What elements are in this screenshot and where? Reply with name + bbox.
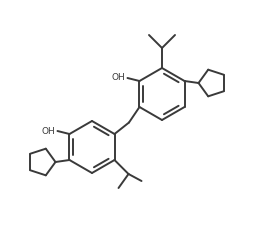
Text: OH: OH — [112, 73, 125, 82]
Text: OH: OH — [42, 126, 55, 135]
